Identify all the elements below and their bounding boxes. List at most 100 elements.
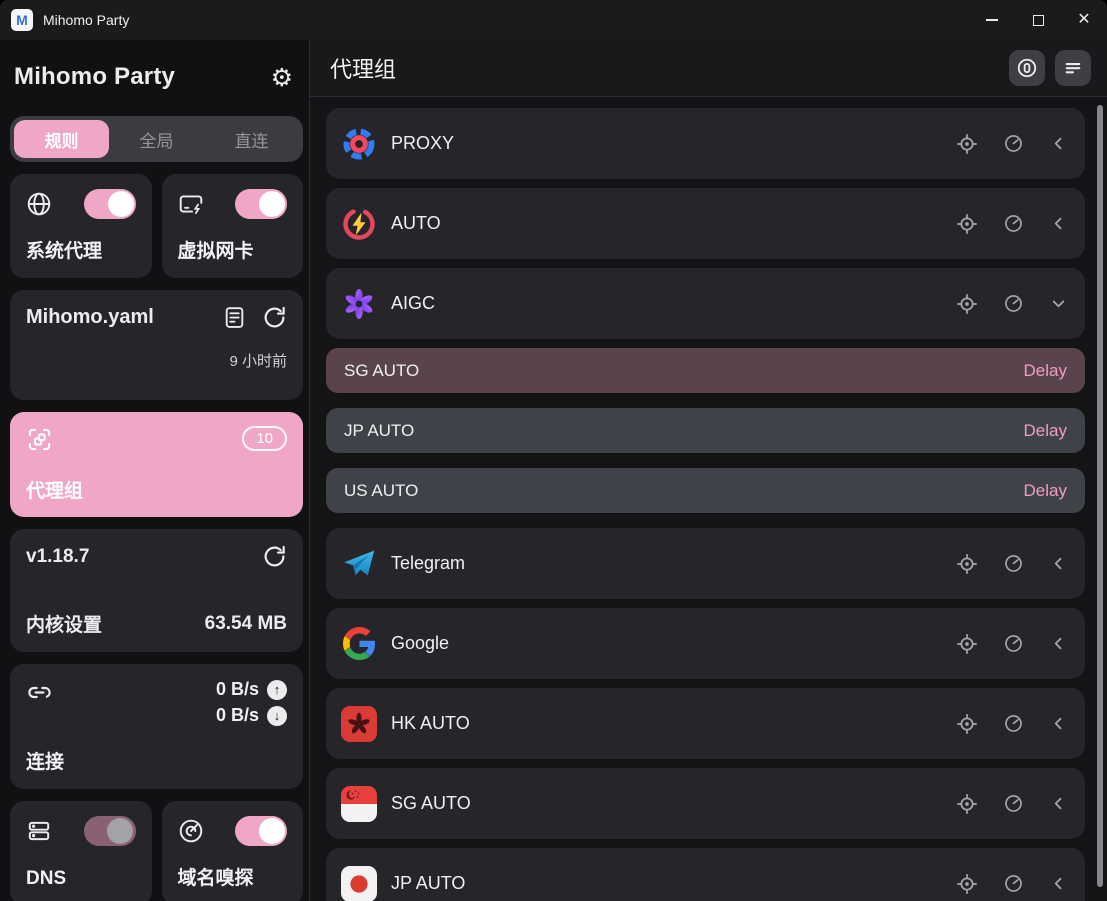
core-memory-value: 63.54 MB [204,612,287,634]
proxy-group-row[interactable]: PROXY [326,108,1085,179]
down-arrow-circle-icon: ↓ [267,705,287,726]
proxy-groups-count-badge: 10 [242,426,287,451]
maximize-button[interactable] [1015,0,1061,40]
proxy-groups-label: 代理组 [26,481,84,502]
gear-icon[interactable]: ⚙ [270,62,293,92]
proxy-group-row[interactable]: AIGC [326,268,1085,339]
proxy-icon [341,126,377,162]
locate-icon[interactable] [956,793,978,815]
titlebar-left: M Mihomo Party [0,9,969,31]
profile-name: Mihomo.yaml [26,306,154,328]
proxy-node-name: SG AUTO [344,360,420,380]
delay-test-all-button[interactable] [1009,50,1045,86]
connections-label: 连接 [26,752,65,773]
network-card-icon [178,191,204,217]
locate-icon[interactable] [956,213,978,235]
system-proxy-toggle[interactable] [83,189,136,219]
main-header: 代理组 [310,40,1107,97]
tab-global[interactable]: 全局 [139,131,174,151]
minimize-button[interactable] [969,0,1015,40]
proxy-node-row[interactable]: US AUTO Delay [326,468,1085,513]
sidebar-app-title: Mihomo Party [14,63,176,90]
main-panel: 代理组 PROXY AUTO AIGC SG AUTO Delay JP AUTO Dela… [310,40,1107,901]
server-stack-icon [26,818,52,844]
tab-rule[interactable]: 规则 [14,120,109,158]
mode-tabbar: 规则 全局 直连 [10,116,303,162]
locate-icon[interactable] [956,133,978,155]
proxy-group-list: PROXY AUTO AIGC SG AUTO Delay JP AUTO Delay US … [310,97,1107,901]
chevron-left-icon[interactable] [1049,214,1068,233]
document-icon[interactable] [222,305,247,330]
proxy-group-row[interactable]: JP AUTO [326,848,1085,901]
locate-icon[interactable] [956,873,978,895]
openai-icon [341,286,377,322]
proxy-node-name: US AUTO [344,480,419,500]
dns-label: DNS [26,868,67,889]
refresh-icon[interactable] [262,544,287,569]
core-version: v1.18.7 [26,545,90,567]
speedtest-icon[interactable] [1003,293,1024,314]
chevron-left-icon[interactable] [1049,714,1068,733]
chevron-left-icon[interactable] [1049,554,1068,573]
telegram-icon [341,546,377,582]
system-proxy-card[interactable]: 系统代理 [10,174,152,278]
locate-icon[interactable] [956,713,978,735]
proxy-group-row[interactable]: Telegram [326,528,1085,599]
speedtest-icon[interactable] [1003,213,1024,234]
proxy-group-name: PROXY [391,133,455,153]
minimize-icon [986,19,998,21]
locate-icon[interactable] [956,633,978,655]
core-card[interactable]: v1.18.7 内核设置 63.54 MB [10,529,303,652]
chevron-down-icon[interactable] [1049,294,1068,313]
speedtest-icon[interactable] [1003,793,1024,814]
dns-card[interactable]: DNS [10,801,152,901]
proxy-node-row[interactable]: SG AUTO Delay [326,348,1085,393]
auto-icon [341,206,377,242]
download-speed: 0 B/s [215,705,259,725]
dns-toggle[interactable] [83,816,136,846]
tun-toggle[interactable] [235,189,287,219]
locate-icon[interactable] [956,553,978,575]
upload-speed: 0 B/s [215,679,259,699]
window-title: Mihomo Party [43,12,130,28]
proxy-group-row[interactable]: SG AUTO [326,768,1085,839]
scrollbar[interactable] [1097,105,1103,887]
profile-updated-time: 9 小时前 [229,353,287,370]
delay-test-label[interactable]: Delay [1023,420,1067,440]
connections-card[interactable]: 0 B/s ↑ 0 B/s ↓ 连接 [10,664,303,789]
tun-card[interactable]: 虚拟网卡 [161,174,303,278]
chevron-left-icon[interactable] [1049,134,1068,153]
zero-circle-icon [1016,57,1038,79]
locate-icon[interactable] [956,293,978,315]
up-arrow-circle-icon: ↑ [267,679,287,700]
delay-test-label[interactable]: Delay [1023,360,1067,380]
speedtest-icon[interactable] [1003,873,1024,894]
chevron-left-icon[interactable] [1049,874,1068,893]
sniff-card[interactable]: 域名嗅探 [161,801,303,901]
profile-card[interactable]: Mihomo.yaml 9 小时前 [10,290,303,400]
proxy-groups-card[interactable]: 10 代理组 [10,412,303,517]
chevron-left-icon[interactable] [1049,794,1068,813]
proxy-group-row[interactable]: HK AUTO [326,688,1085,759]
delay-test-label[interactable]: Delay [1023,480,1067,500]
close-button[interactable]: ✕ [1061,0,1107,40]
speedtest-icon[interactable] [1003,133,1024,154]
speedtest-icon[interactable] [1003,713,1024,734]
list-style-button[interactable] [1055,50,1091,86]
proxy-group-name: AUTO [391,213,441,233]
flag-hk-icon [341,705,377,742]
sniff-toggle[interactable] [235,816,287,846]
proxy-node-row[interactable]: JP AUTO Delay [326,408,1085,453]
chevron-left-icon[interactable] [1049,634,1068,653]
tun-label: 虚拟网卡 [177,241,254,262]
group-scan-icon [26,426,53,453]
proxy-group-name: HK AUTO [391,713,470,733]
sidebar: Mihomo Party ⚙ 规则 全局 直连 系统代理 [0,40,310,901]
speedtest-icon[interactable] [1003,553,1024,574]
tab-direct[interactable]: 直连 [234,131,269,151]
refresh-icon[interactable] [262,305,287,330]
speedtest-icon[interactable] [1003,633,1024,654]
proxy-group-row[interactable]: Google [326,608,1085,679]
proxy-group-row[interactable]: AUTO [326,188,1085,259]
